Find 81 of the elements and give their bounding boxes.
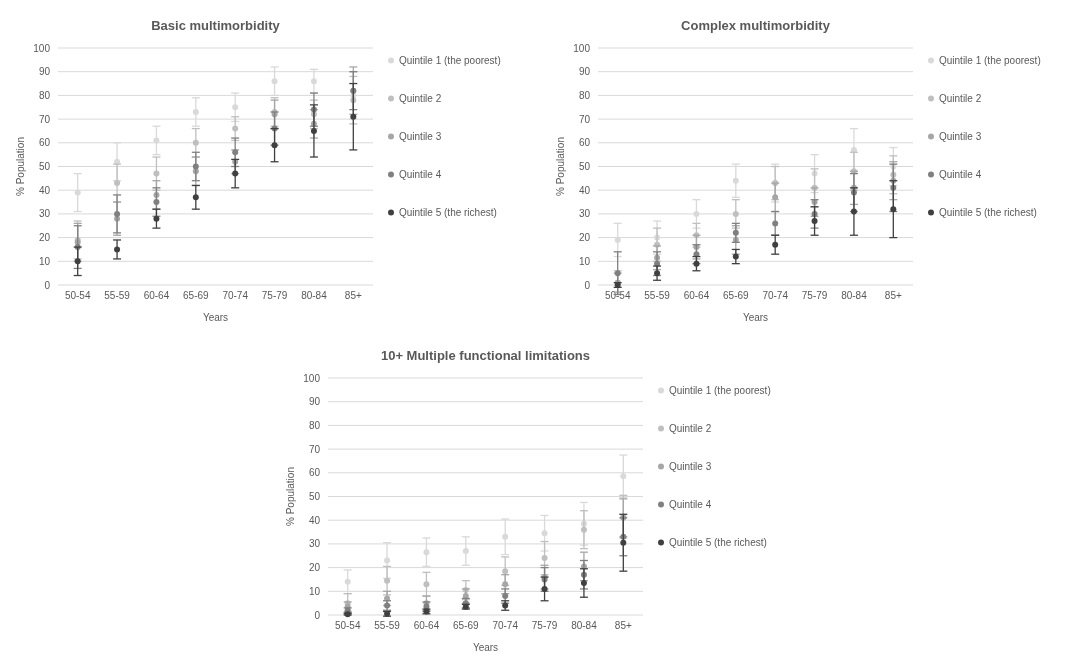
legend-label: Quintile 5 (the richest) — [669, 537, 767, 548]
y-tick-label: 80 — [578, 89, 591, 101]
y-tick-label: 30 — [578, 208, 591, 220]
legend-label: Quintile 3 — [399, 131, 442, 142]
y-tick-label: 50 — [308, 491, 321, 502]
x-tick-label: 55-59 — [644, 290, 671, 301]
x-tick-label: 60-64 — [683, 290, 710, 301]
legend-label: Quintile 1 (the poorest) — [399, 55, 501, 66]
y-tick-label: 20 — [38, 232, 51, 244]
y-tick-label: 10 — [578, 255, 591, 267]
legend-label: Quintile 3 — [669, 461, 712, 472]
legend-label: Quintile 4 — [669, 499, 712, 510]
chart-title: Complex multimorbidity — [681, 18, 831, 33]
y-tick-label: 100 — [33, 42, 51, 54]
y-tick-label: 60 — [38, 137, 51, 149]
chart-title: 10+ Multiple functional limitations — [380, 348, 591, 363]
y-tick-label: 60 — [308, 467, 321, 479]
legend-label: Quintile 1 (the poorest) — [669, 385, 771, 396]
y-tick-label: 40 — [38, 184, 51, 196]
x-tick-label: 75-79 — [531, 620, 558, 631]
y-tick-label: 20 — [578, 232, 591, 244]
y-tick-label: 30 — [38, 208, 51, 220]
x-tick-label: 75-79 — [801, 290, 828, 301]
x-tick-label: 75-79 — [261, 290, 288, 301]
x-tick-label: 70-74 — [762, 290, 789, 301]
y-tick-label: 90 — [308, 396, 321, 408]
y-tick-label: 20 — [308, 562, 321, 574]
x-tick-label: 60-64 — [413, 620, 440, 631]
x-tick-label: 80-84 — [571, 620, 598, 631]
x-axis-title: Years — [742, 312, 769, 323]
y-tick-label: 10 — [308, 585, 321, 597]
y-tick-label: 100 — [303, 372, 321, 384]
x-tick-label: 50-54 — [604, 290, 631, 301]
y-tick-label: 90 — [578, 66, 591, 78]
legend-label: Quintile 1 (the poorest) — [939, 55, 1041, 66]
y-tick-label: 10 — [38, 255, 51, 267]
y-tick-label: 100 — [573, 42, 591, 54]
x-tick-label: 55-59 — [374, 620, 401, 631]
y-tick-label: 0 — [44, 279, 51, 291]
y-tick-label: 40 — [578, 184, 591, 196]
x-tick-label: 65-69 — [723, 290, 750, 301]
y-tick-label: 80 — [38, 89, 51, 101]
x-tick-label: 70-74 — [492, 620, 519, 631]
legend-label: Quintile 5 (the richest) — [939, 207, 1037, 218]
x-tick-label: 50-54 — [334, 620, 361, 631]
x-axis-title: Years — [472, 642, 499, 653]
y-tick-label: 70 — [578, 113, 591, 125]
y-tick-label: 70 — [38, 113, 51, 125]
x-tick-label: 70-74 — [222, 290, 249, 301]
y-axis-title: % Population — [285, 467, 296, 526]
x-tick-label: 85+ — [614, 620, 632, 631]
x-tick-label: 85+ — [344, 290, 362, 301]
y-tick-label: 50 — [38, 161, 51, 172]
legend-label: Quintile 5 (the richest) — [399, 207, 497, 218]
x-tick-label: 60-64 — [143, 290, 170, 301]
y-tick-label: 30 — [308, 538, 321, 550]
legend-label: Quintile 2 — [669, 423, 712, 434]
y-tick-label: 70 — [308, 443, 321, 455]
y-tick-label: 80 — [308, 419, 321, 431]
x-tick-label: 65-69 — [183, 290, 210, 301]
legend-label: Quintile 2 — [939, 93, 982, 104]
y-tick-label: 0 — [584, 279, 591, 291]
y-tick-label: 0 — [314, 609, 321, 621]
legend-label: Quintile 4 — [399, 169, 442, 180]
y-tick-label: 40 — [308, 514, 321, 526]
y-tick-label: 60 — [578, 137, 591, 149]
y-tick-label: 50 — [578, 161, 591, 172]
legend-label: Quintile 4 — [939, 169, 982, 180]
x-tick-label: 50-54 — [64, 290, 91, 301]
legend-label: Quintile 3 — [939, 131, 982, 142]
y-tick-label: 90 — [38, 66, 51, 78]
chart-title: Basic multimorbidity — [151, 18, 281, 33]
x-axis-title: Years — [202, 312, 229, 323]
x-tick-label: 55-59 — [104, 290, 131, 301]
y-axis-title: % Population — [15, 137, 26, 196]
legend-label: Quintile 2 — [399, 93, 442, 104]
x-tick-label: 85+ — [884, 290, 902, 301]
y-axis-title: % Population — [555, 137, 566, 196]
x-tick-label: 65-69 — [453, 620, 480, 631]
x-tick-label: 80-84 — [841, 290, 868, 301]
x-tick-label: 80-84 — [301, 290, 328, 301]
